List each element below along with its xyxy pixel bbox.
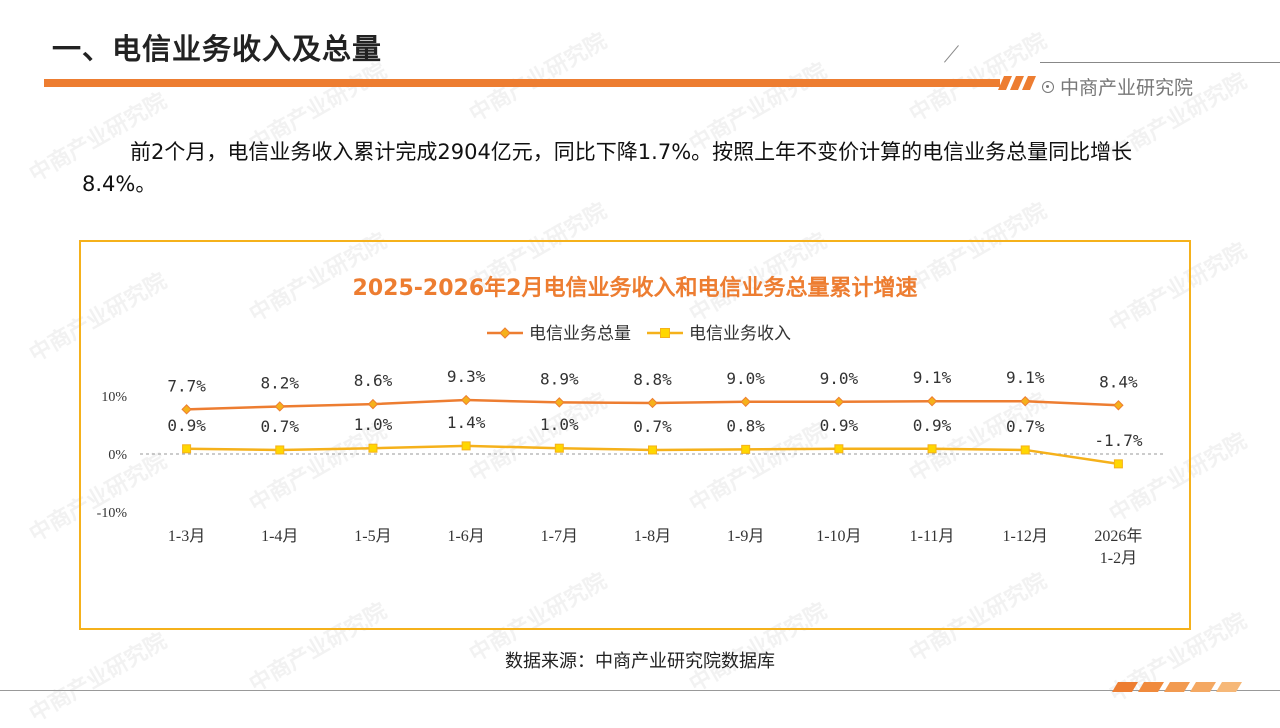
legend-label: 电信业务收入	[689, 324, 791, 344]
data-label: 8.9%	[540, 369, 579, 388]
data-point-square	[927, 444, 937, 454]
data-point-square	[275, 445, 285, 455]
data-point-diamond	[647, 397, 658, 409]
data-point-diamond	[740, 396, 751, 408]
data-label: 8.8%	[633, 370, 672, 389]
chart-frame	[79, 240, 1191, 630]
legend-label: 电信业务总量	[529, 324, 631, 344]
data-point-square	[1020, 445, 1030, 455]
page-title: 一、电信业务收入及总量	[52, 32, 383, 66]
brand-name: 中商产业研究院	[1060, 77, 1194, 99]
x-tick-label: 1-3月	[168, 528, 205, 545]
summary-paragraph: 前2个月，电信业务收入累计完成2904亿元，同比下降1.7%。按照上年不变价计算…	[82, 136, 1182, 200]
data-label: 9.0%	[820, 369, 859, 388]
data-label: 1.4%	[447, 413, 486, 432]
data-point-diamond	[181, 404, 192, 415]
x-tick-label: 1-2月	[1100, 550, 1137, 567]
data-point-diamond	[1020, 396, 1031, 407]
data-label: 0.7%	[633, 417, 672, 436]
title-accent-bar	[44, 79, 1000, 87]
legend-marker-square	[660, 328, 670, 338]
data-label: -1.7%	[1094, 431, 1143, 450]
y-tick-label: 10%	[101, 390, 127, 405]
data-source: 数据来源：中商产业研究院数据库	[505, 651, 775, 672]
bottom-stripe-decoration	[1112, 682, 1242, 692]
y-tick-label: -10%	[97, 506, 128, 521]
data-point-diamond	[1113, 400, 1124, 411]
header-rule	[1040, 62, 1280, 63]
data-label: 0.8%	[726, 416, 765, 435]
x-tick-label: 1-11月	[910, 528, 955, 545]
x-tick-label: 1-8月	[634, 528, 671, 545]
data-label: 8.4%	[1099, 372, 1138, 391]
data-label: 0.9%	[167, 416, 206, 435]
data-point-diamond	[554, 397, 565, 408]
data-point-diamond	[833, 396, 845, 408]
data-label: 8.2%	[261, 373, 300, 392]
summary-text: 前2个月，电信业务收入累计完成2904亿元，同比下降1.7%。按照上年不变价计算…	[82, 140, 1133, 196]
data-label: 9.0%	[726, 369, 765, 388]
data-point-square	[182, 444, 192, 454]
bottom-rule	[0, 690, 1280, 691]
brand-target-icon	[1042, 80, 1054, 93]
x-tick-label: 1-10月	[816, 528, 861, 545]
data-point-diamond	[460, 394, 472, 406]
data-label: 0.9%	[913, 416, 952, 435]
x-tick-label: 1-7月	[541, 528, 578, 545]
x-tick-label: 1-12月	[1003, 528, 1048, 545]
x-tick-label: 1-4月	[261, 528, 298, 545]
data-label: 9.1%	[913, 368, 952, 387]
data-point-diamond	[367, 398, 379, 410]
data-point-square	[554, 443, 564, 453]
chart-title: 2025-2026年2月电信业务收入和电信业务总量累计增速	[352, 276, 918, 301]
data-label: 9.3%	[447, 367, 486, 386]
x-tick-label: 1-9月	[727, 528, 764, 545]
x-tick-label: 2026年	[1094, 527, 1142, 545]
x-tick-label: 1-5月	[354, 528, 391, 545]
data-point-square	[1113, 459, 1123, 469]
legend-marker-diamond	[499, 327, 511, 339]
data-label: 0.9%	[820, 416, 859, 435]
data-point-square	[648, 445, 657, 455]
data-label: 1.0%	[540, 415, 579, 434]
data-label: 1.0%	[354, 415, 393, 434]
data-label: 9.1%	[1006, 368, 1045, 387]
data-point-square	[741, 444, 751, 454]
data-label: 8.6%	[354, 371, 393, 390]
data-label: 0.7%	[1006, 417, 1045, 436]
brand: 中商产业研究院	[1042, 73, 1193, 100]
y-tick-label: 0%	[108, 448, 127, 463]
data-point-diamond	[274, 401, 285, 412]
data-label: 0.7%	[261, 417, 300, 436]
data-point-diamond	[926, 396, 938, 407]
data-point-square	[834, 444, 844, 454]
x-tick-label: 1-6月	[447, 528, 484, 545]
data-label: 7.7%	[167, 376, 206, 395]
data-point-square	[368, 443, 378, 453]
data-point-square	[461, 441, 471, 451]
title-slash-decoration	[998, 76, 1036, 90]
